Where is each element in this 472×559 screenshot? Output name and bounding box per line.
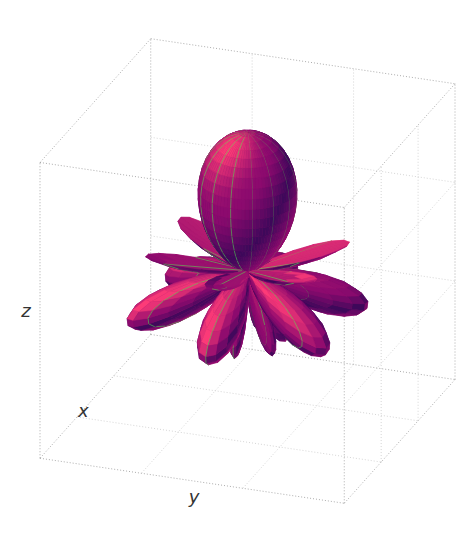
svg-text:y: y [188, 486, 200, 507]
svg-text:z: z [20, 300, 31, 321]
svg-text:x: x [77, 400, 89, 421]
